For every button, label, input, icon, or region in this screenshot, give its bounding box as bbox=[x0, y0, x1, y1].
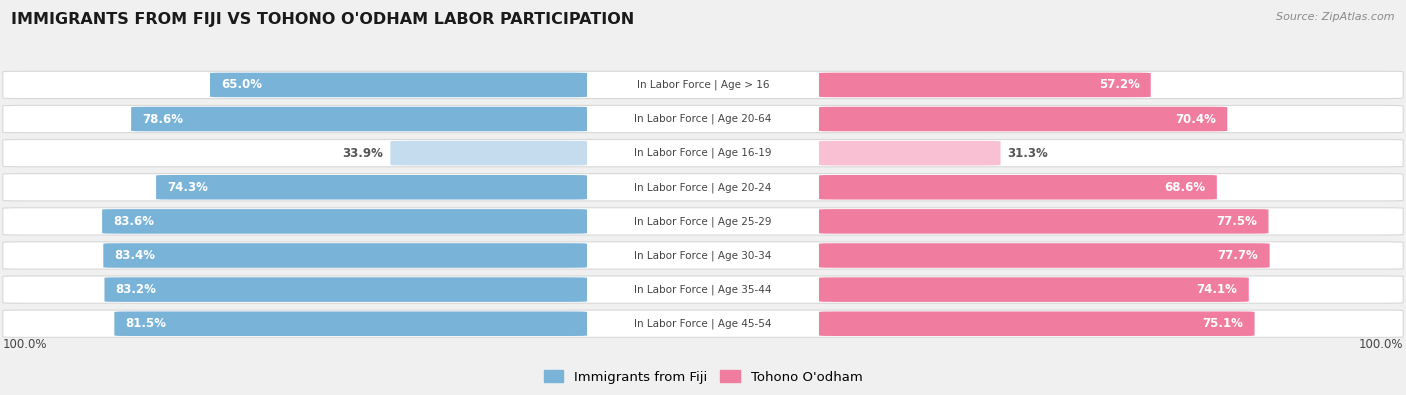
Text: 81.5%: 81.5% bbox=[125, 317, 166, 330]
Text: 33.9%: 33.9% bbox=[343, 147, 384, 160]
FancyBboxPatch shape bbox=[3, 242, 1403, 269]
Text: In Labor Force | Age > 16: In Labor Force | Age > 16 bbox=[637, 80, 769, 90]
FancyBboxPatch shape bbox=[3, 105, 1403, 133]
Text: 31.3%: 31.3% bbox=[1008, 147, 1049, 160]
FancyBboxPatch shape bbox=[818, 243, 1270, 268]
FancyBboxPatch shape bbox=[3, 139, 1403, 167]
Text: In Labor Force | Age 30-34: In Labor Force | Age 30-34 bbox=[634, 250, 772, 261]
FancyBboxPatch shape bbox=[103, 243, 588, 268]
Text: In Labor Force | Age 16-19: In Labor Force | Age 16-19 bbox=[634, 148, 772, 158]
FancyBboxPatch shape bbox=[818, 209, 1268, 234]
FancyBboxPatch shape bbox=[3, 208, 1403, 235]
FancyBboxPatch shape bbox=[818, 73, 1150, 97]
Text: 83.2%: 83.2% bbox=[115, 283, 156, 296]
FancyBboxPatch shape bbox=[818, 311, 1254, 336]
Text: 65.0%: 65.0% bbox=[221, 79, 263, 91]
Legend: Immigrants from Fiji, Tohono O'odham: Immigrants from Fiji, Tohono O'odham bbox=[538, 365, 868, 389]
Text: In Labor Force | Age 25-29: In Labor Force | Age 25-29 bbox=[634, 216, 772, 227]
Text: 74.3%: 74.3% bbox=[167, 181, 208, 194]
FancyBboxPatch shape bbox=[3, 71, 1403, 99]
Text: 78.6%: 78.6% bbox=[142, 113, 183, 126]
Text: In Labor Force | Age 20-64: In Labor Force | Age 20-64 bbox=[634, 114, 772, 124]
Text: 74.1%: 74.1% bbox=[1197, 283, 1237, 296]
Text: 57.2%: 57.2% bbox=[1098, 79, 1139, 91]
Text: 75.1%: 75.1% bbox=[1202, 317, 1243, 330]
FancyBboxPatch shape bbox=[114, 311, 588, 336]
Text: IMMIGRANTS FROM FIJI VS TOHONO O'ODHAM LABOR PARTICIPATION: IMMIGRANTS FROM FIJI VS TOHONO O'ODHAM L… bbox=[11, 12, 634, 27]
Text: Source: ZipAtlas.com: Source: ZipAtlas.com bbox=[1277, 12, 1395, 22]
FancyBboxPatch shape bbox=[131, 107, 588, 131]
FancyBboxPatch shape bbox=[818, 107, 1227, 131]
Text: 83.4%: 83.4% bbox=[114, 249, 156, 262]
Text: 77.5%: 77.5% bbox=[1216, 215, 1257, 228]
FancyBboxPatch shape bbox=[3, 174, 1403, 201]
Text: 100.0%: 100.0% bbox=[1358, 339, 1403, 352]
FancyBboxPatch shape bbox=[209, 73, 588, 97]
FancyBboxPatch shape bbox=[103, 209, 588, 234]
Text: 77.7%: 77.7% bbox=[1218, 249, 1258, 262]
Text: 83.6%: 83.6% bbox=[114, 215, 155, 228]
FancyBboxPatch shape bbox=[156, 175, 588, 199]
FancyBboxPatch shape bbox=[3, 310, 1403, 337]
Text: In Labor Force | Age 35-44: In Labor Force | Age 35-44 bbox=[634, 284, 772, 295]
Text: 100.0%: 100.0% bbox=[3, 339, 48, 352]
Text: 68.6%: 68.6% bbox=[1164, 181, 1205, 194]
Text: In Labor Force | Age 45-54: In Labor Force | Age 45-54 bbox=[634, 318, 772, 329]
Text: In Labor Force | Age 20-24: In Labor Force | Age 20-24 bbox=[634, 182, 772, 192]
FancyBboxPatch shape bbox=[818, 175, 1216, 199]
FancyBboxPatch shape bbox=[391, 141, 588, 166]
FancyBboxPatch shape bbox=[818, 277, 1249, 302]
FancyBboxPatch shape bbox=[3, 276, 1403, 303]
FancyBboxPatch shape bbox=[818, 141, 1001, 166]
Text: 70.4%: 70.4% bbox=[1175, 113, 1216, 126]
FancyBboxPatch shape bbox=[104, 277, 588, 302]
